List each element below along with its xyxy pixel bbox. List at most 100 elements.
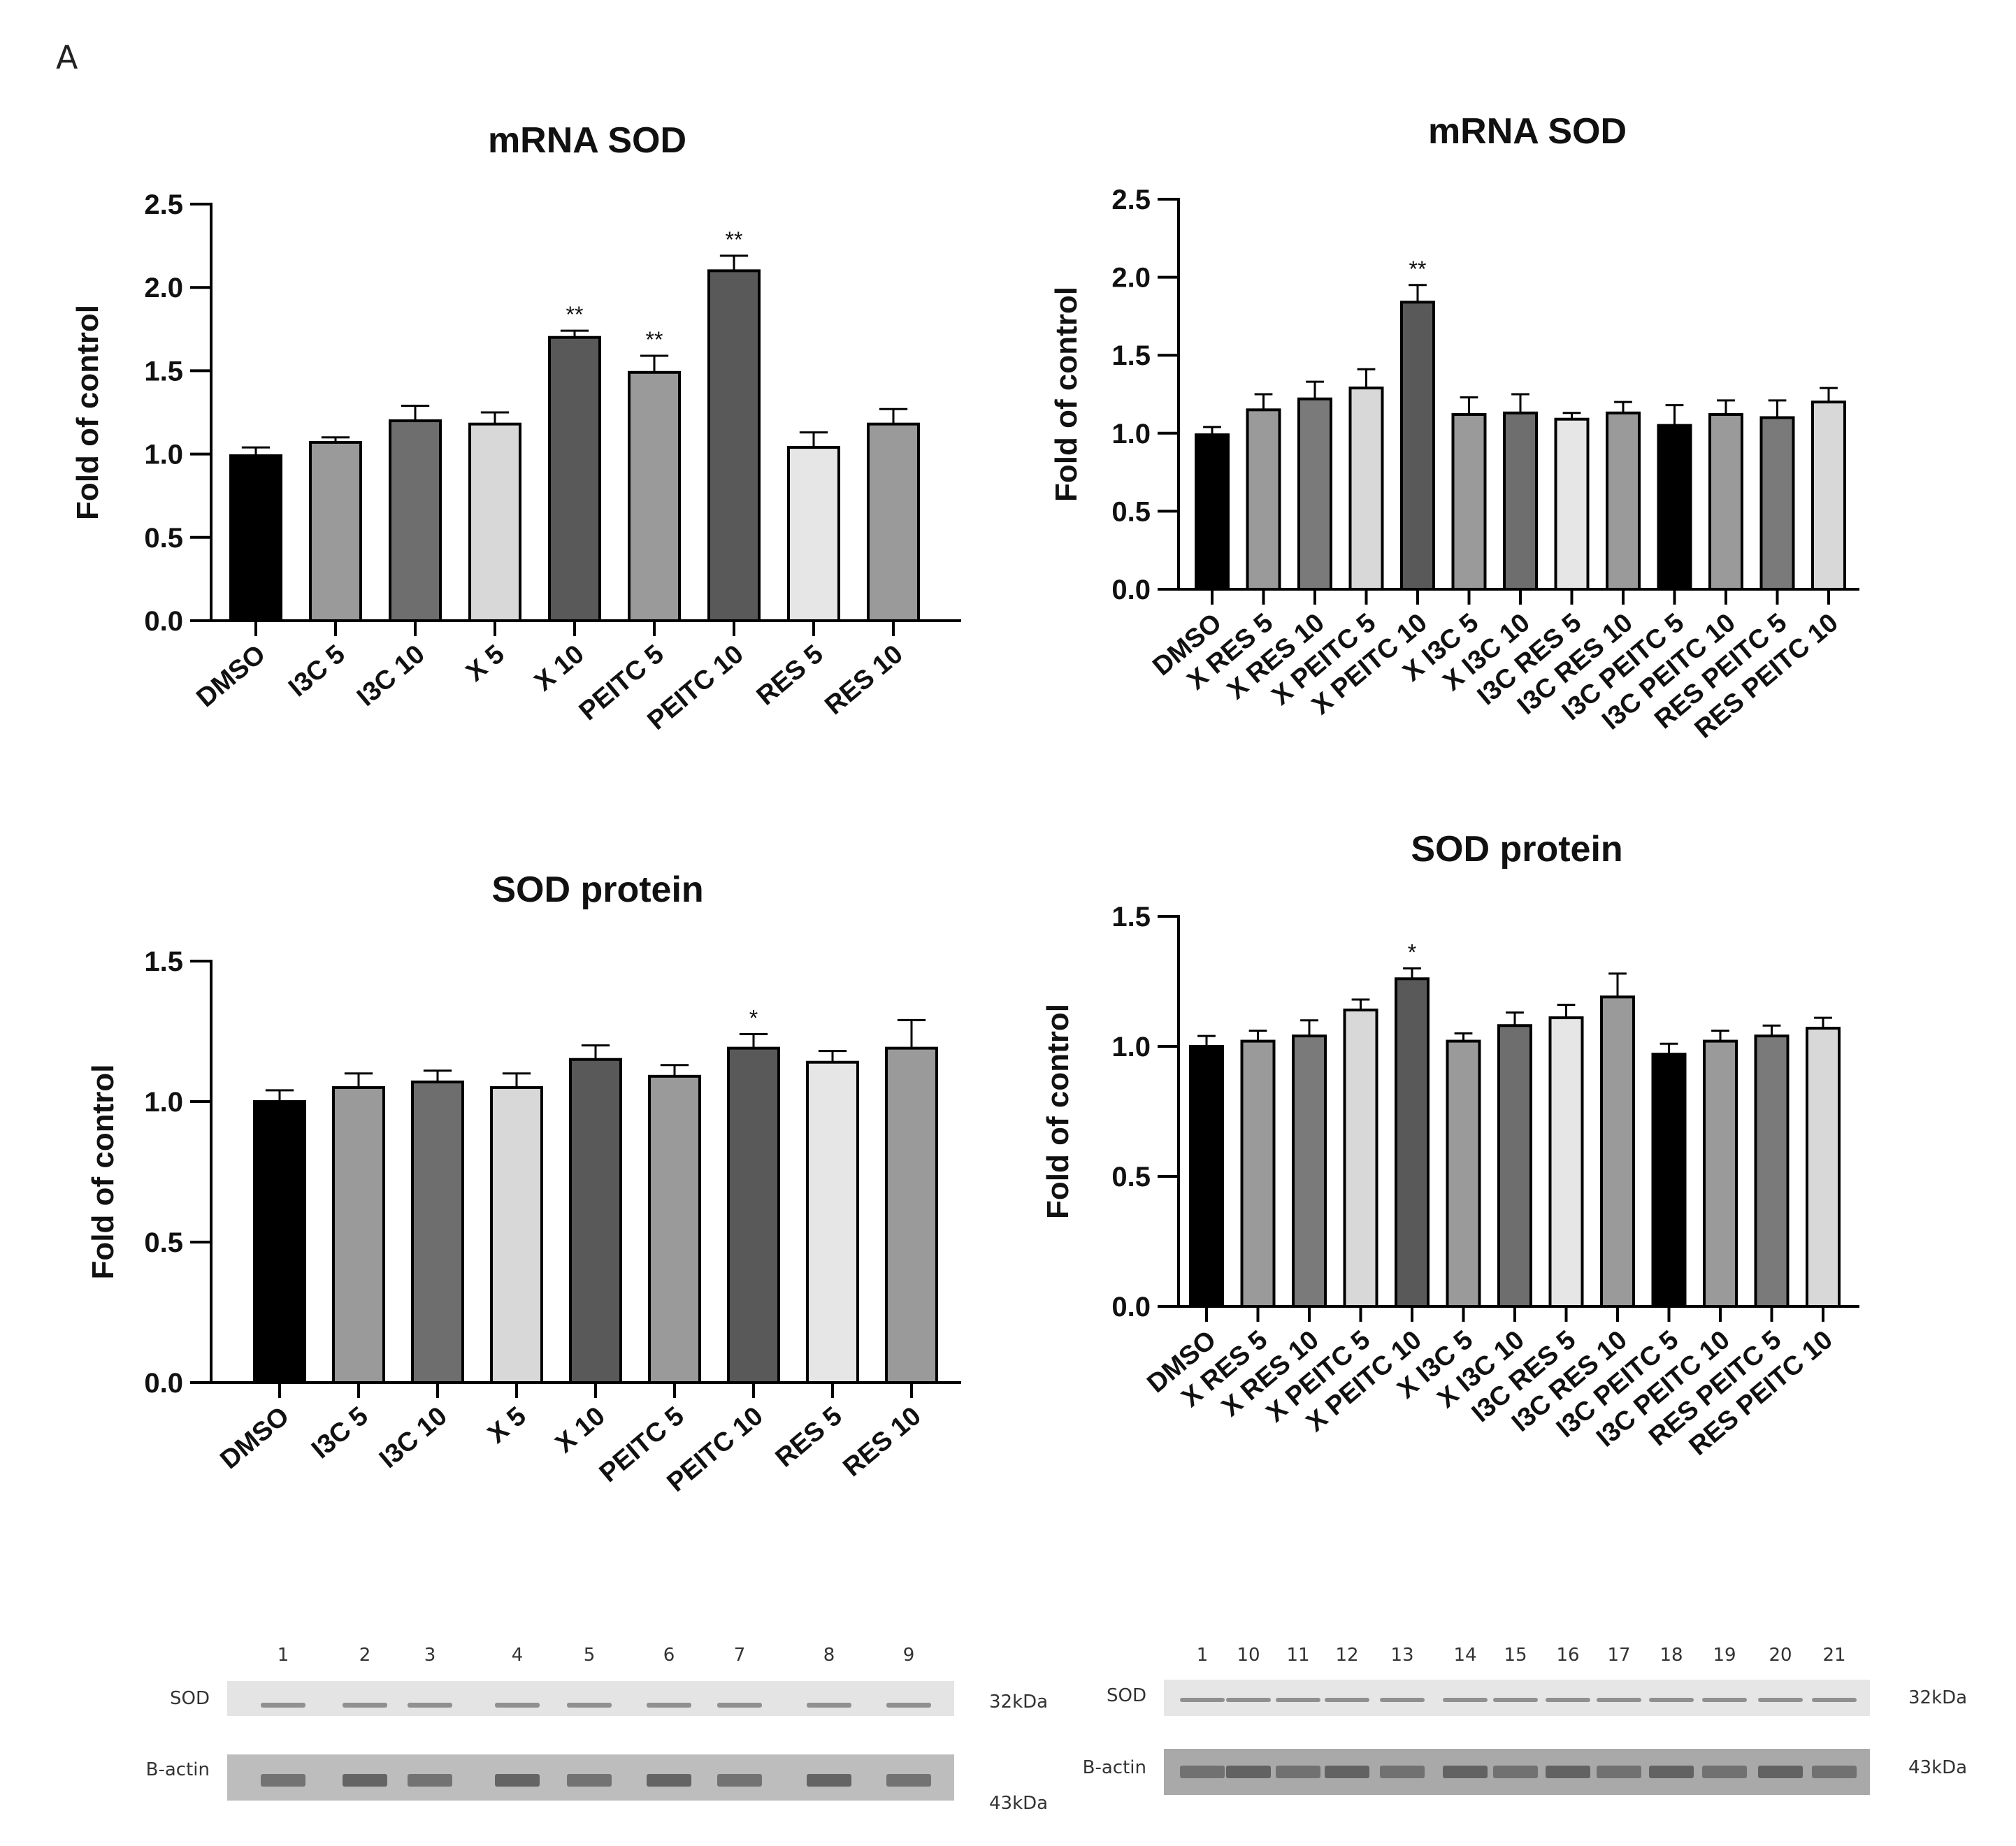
category-label: I3C 5: [283, 640, 351, 703]
lane-number: 14: [1453, 1645, 1476, 1666]
y-tick-label: 1.5: [144, 946, 183, 977]
blot-band: [1812, 1698, 1857, 1702]
blot-band: [1493, 1766, 1538, 1778]
bar: [389, 419, 442, 622]
bar: [1240, 1039, 1276, 1308]
lane-number: 7: [734, 1645, 746, 1666]
molecular-weight-label: 43kDa: [989, 1793, 1048, 1814]
lane-number: 5: [584, 1645, 596, 1666]
blot-band: [495, 1703, 540, 1708]
bar: [253, 1100, 306, 1384]
bar: [1292, 1034, 1327, 1308]
blot-right: 1 10 11 12 13 14 15 16 17 18 19 20 21 SOD 32kDa B-actin…: [1083, 1645, 1967, 1795]
blot-band: [1546, 1766, 1590, 1778]
bar: [1554, 417, 1590, 591]
y-tick-label: 1.0: [144, 440, 183, 470]
blot-band: [717, 1703, 762, 1708]
lane-number: 21: [1822, 1645, 1845, 1666]
y-tick-label: 1.5: [1111, 340, 1151, 371]
bar: [1348, 387, 1384, 591]
blot-band: [1493, 1698, 1538, 1702]
category-label: X 5: [461, 640, 510, 688]
bar: [309, 440, 362, 622]
blot-band: [1597, 1698, 1641, 1702]
significance-label: **: [566, 302, 584, 327]
molecular-weight-label: 32kDa: [1908, 1687, 1967, 1708]
blot-band: [1276, 1698, 1320, 1702]
lane-number: 9: [903, 1645, 915, 1666]
bar: [1811, 401, 1846, 591]
bar: [806, 1060, 859, 1384]
blot-band: [1443, 1698, 1488, 1702]
blot-band: [1380, 1766, 1425, 1778]
bar: [1708, 413, 1743, 591]
chart-title: mRNA SOD: [1428, 111, 1627, 152]
category-label: RES 10: [837, 1401, 926, 1483]
protein-single-chart: SOD protein Fold of control 0.0 0.5 1.0 1.5 DM…: [86, 870, 961, 1498]
y-tick-label: 1.0: [144, 1087, 183, 1118]
blot-band: [1443, 1766, 1488, 1778]
y-axis-label: Fold of control: [86, 1065, 120, 1280]
bar: [885, 1046, 938, 1384]
blot-left: 1 2 3 4 5 6 7 8 9 SOD 32kDa B-actin 43kDa: [146, 1645, 1048, 1814]
blot-band: [1325, 1698, 1369, 1702]
y-axis-label: Fold of control: [1041, 1004, 1075, 1219]
bar: [628, 370, 681, 622]
bar: [1497, 1024, 1532, 1308]
y-axis-label: Fold of control: [71, 305, 105, 520]
bar: [1703, 1039, 1738, 1308]
bar: [1657, 424, 1692, 591]
molecular-weight-label: 43kDa: [1908, 1757, 1967, 1778]
blot-band: [567, 1703, 612, 1708]
significance-label: **: [726, 227, 743, 252]
lane-number: 1: [1197, 1645, 1209, 1666]
bar: [1754, 1034, 1790, 1308]
category-label: X 10: [529, 640, 590, 697]
blot-band: [1226, 1766, 1271, 1778]
blot-band: [261, 1774, 305, 1787]
blot-band: [807, 1774, 851, 1787]
bar: [569, 1058, 622, 1384]
bar: [1759, 416, 1795, 591]
blot-band: [1702, 1698, 1747, 1702]
bar: [727, 1046, 780, 1384]
blot-band: [717, 1774, 762, 1787]
y-tick-label: 1.0: [1111, 1032, 1151, 1062]
bar: [548, 336, 601, 622]
blot-band: [1380, 1698, 1425, 1702]
blot-band: [1597, 1766, 1641, 1778]
blot-band: [647, 1703, 691, 1708]
mrna-combo-chart: mRNA SOD Fold of control 0.0 0.5 1.0 1.5 2.0 2.…: [1049, 111, 1859, 744]
molecular-weight-label: 32kDa: [989, 1692, 1048, 1712]
blot-band: [1546, 1698, 1590, 1702]
blot-band: [1758, 1698, 1803, 1702]
blot-band: [408, 1703, 452, 1708]
blot-band: [1180, 1698, 1225, 1702]
lane-number: 8: [823, 1645, 835, 1666]
blot-band: [1276, 1766, 1320, 1778]
bar: [1503, 411, 1538, 591]
blot-band: [886, 1703, 931, 1708]
category-label: DMSO: [215, 1401, 294, 1475]
category-label: RES 10: [819, 640, 908, 721]
chart-title: SOD protein: [491, 870, 703, 910]
lane-number: 4: [512, 1645, 524, 1666]
lane-number: 10: [1237, 1645, 1260, 1666]
y-tick-label: 0.0: [1111, 575, 1151, 605]
y-tick-label: 2.0: [1111, 263, 1151, 294]
y-tick-label: 1.0: [1111, 419, 1151, 449]
y-tick-label: 0.0: [144, 606, 183, 637]
bar: [411, 1080, 464, 1384]
blot-band: [408, 1774, 452, 1787]
lane-number: 12: [1335, 1645, 1358, 1666]
blot-band: [1649, 1766, 1694, 1778]
blot-band: [1702, 1766, 1747, 1778]
bar: [1297, 397, 1332, 591]
lane-number: 16: [1556, 1645, 1579, 1666]
y-tick-label: 2.0: [144, 273, 183, 303]
lane-number: 19: [1713, 1645, 1736, 1666]
blot-band: [261, 1703, 305, 1708]
mrna-single-chart: mRNA SOD Fold of control 0.0 0.5 1.0 1.5 2.0 2.…: [71, 120, 961, 736]
